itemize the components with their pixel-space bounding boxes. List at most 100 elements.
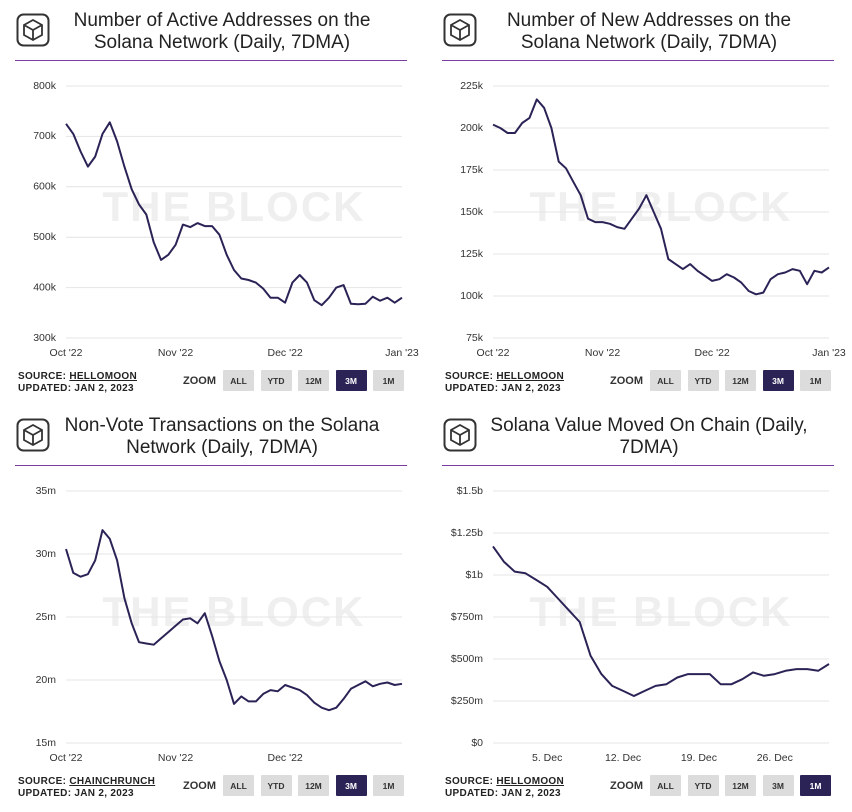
logo-cube <box>450 423 470 447</box>
chart-panel: Number of New Addresses on the Solana Ne… <box>427 0 852 405</box>
y-tick-label: 225k <box>460 80 484 92</box>
x-tick-label: Oct '22 <box>477 347 510 359</box>
y-tick-label: 75k <box>466 332 484 344</box>
y-tick-label: 400k <box>33 281 57 293</box>
zoom-button[interactable]: ALL <box>223 775 254 796</box>
zoom-button[interactable]: ALL <box>223 370 254 391</box>
logo-icon <box>443 13 477 47</box>
source-link[interactable]: HELLOMOON <box>496 776 565 787</box>
zoom-button[interactable]: 3M <box>762 775 794 796</box>
y-tick-label: 30m <box>36 548 57 560</box>
y-tick-label: $500m <box>451 653 483 665</box>
x-tick-label: Jan '23 <box>385 347 419 359</box>
logo-cube <box>450 18 470 42</box>
zoom-button[interactable]: 12M <box>725 775 756 796</box>
x-tick-label: Oct '22 <box>50 752 83 764</box>
x-tick-label: Nov '22 <box>158 347 193 359</box>
y-tick-label: 15m <box>36 737 57 749</box>
x-tick-label: 19. Dec <box>681 752 717 764</box>
x-tick-label: Nov '22 <box>585 347 620 359</box>
source-link[interactable]: HELLOMOON <box>69 371 138 382</box>
y-tick-label: $250m <box>451 695 483 707</box>
zoom-button[interactable]: ALL <box>650 775 681 796</box>
y-tick-label: 200k <box>460 122 484 134</box>
zoom-button[interactable]: 3M <box>335 370 367 391</box>
plot: THE BLOCK 300k 400k 500k 600k 700k 800k Oct '22… <box>33 80 419 359</box>
source-label: SOURCE: <box>18 776 67 787</box>
y-tick-label: 300k <box>33 332 57 344</box>
zoom-button[interactable]: YTD <box>687 370 719 391</box>
y-tick-label: $1.5b <box>457 485 483 497</box>
data-line <box>492 545 830 697</box>
y-tick-label: $750m <box>451 611 483 623</box>
updated: UPDATED: JAN 2, 2023 <box>18 383 134 394</box>
y-tick-label: $0 <box>471 737 483 749</box>
zoom-label: ZOOM <box>183 375 216 387</box>
source-label: SOURCE: <box>18 371 67 382</box>
y-tick-label: $1b <box>465 569 483 581</box>
zoom-button[interactable]: 3M <box>762 370 794 391</box>
x-tick-label: 5. Dec <box>532 752 562 764</box>
source-label: SOURCE: <box>445 371 494 382</box>
updated: UPDATED: JAN 2, 2023 <box>445 383 561 394</box>
source-label: SOURCE: <box>445 776 494 787</box>
y-tick-label: 500k <box>33 231 57 243</box>
chart-panel: Solana Value Moved On Chain (Daily, 7DMA… <box>427 405 852 810</box>
watermark: THE BLOCK <box>103 183 366 230</box>
zoom-button[interactable]: YTD <box>687 775 719 796</box>
x-tick-label: 12. Dec <box>605 752 641 764</box>
logo-icon <box>443 418 477 452</box>
source: SOURCE: CHAINCHRUNCH <box>18 776 155 787</box>
y-tick-label: 600k <box>33 181 57 193</box>
y-tick-label: 150k <box>460 206 484 218</box>
zoom-button[interactable]: 1M <box>800 370 831 391</box>
zoom-button[interactable]: 12M <box>298 775 329 796</box>
zoom-label: ZOOM <box>610 375 643 387</box>
plot: THE BLOCK $0 $250m $500m $750m $1b $1.25b $1.5b… <box>451 485 830 764</box>
title-rule <box>15 60 407 61</box>
logo-cube <box>23 423 43 447</box>
y-tick-label: 700k <box>33 130 57 142</box>
data-line <box>492 98 830 296</box>
source: SOURCE: HELLOMOON <box>445 776 564 787</box>
zoom-label: ZOOM <box>183 780 216 792</box>
source-link[interactable]: CHAINCHRUNCH <box>69 776 156 787</box>
logo-frame <box>443 13 477 47</box>
title-rule <box>442 60 834 61</box>
zoom-button[interactable]: ALL <box>650 370 681 391</box>
y-tick-label: 175k <box>460 164 484 176</box>
zoom-button[interactable]: 1M <box>800 775 831 796</box>
zoom-button[interactable]: YTD <box>260 370 292 391</box>
y-tick-label: 800k <box>33 80 57 92</box>
source: SOURCE: HELLOMOON <box>445 371 564 382</box>
watermark: THE BLOCK <box>530 588 793 635</box>
chart-title: Non-Vote Transactions on the Solana Netw… <box>64 415 380 458</box>
y-tick-label: $1.25b <box>451 527 483 539</box>
y-tick-label: 20m <box>36 674 57 686</box>
zoom-button[interactable]: 3M <box>335 775 367 796</box>
watermark: THE BLOCK <box>103 588 366 635</box>
x-tick-label: Dec '22 <box>267 752 302 764</box>
logo-frame <box>16 418 50 452</box>
zoom-button[interactable]: 12M <box>298 370 329 391</box>
x-tick-label: Dec '22 <box>694 347 729 359</box>
watermark: THE BLOCK <box>530 183 793 230</box>
data-line <box>65 529 403 712</box>
y-tick-label: 100k <box>460 290 484 302</box>
chart-panel: Non-Vote Transactions on the Solana Netw… <box>0 405 425 810</box>
zoom-label: ZOOM <box>610 780 643 792</box>
updated: UPDATED: JAN 2, 2023 <box>445 788 561 799</box>
source-link[interactable]: HELLOMOON <box>496 371 565 382</box>
zoom-button[interactable]: YTD <box>260 775 292 796</box>
data-line <box>65 121 403 307</box>
zoom-button[interactable]: 1M <box>373 775 404 796</box>
chart-panel: Number of Active Addresses on the Solana… <box>0 0 425 405</box>
x-tick-label: Dec '22 <box>267 347 302 359</box>
zoom-button[interactable]: 1M <box>373 370 404 391</box>
title-rule <box>15 465 407 466</box>
title-rule <box>442 465 834 466</box>
zoom-button[interactable]: 12M <box>725 370 756 391</box>
logo-cube <box>23 18 43 42</box>
logo-icon <box>16 13 50 47</box>
